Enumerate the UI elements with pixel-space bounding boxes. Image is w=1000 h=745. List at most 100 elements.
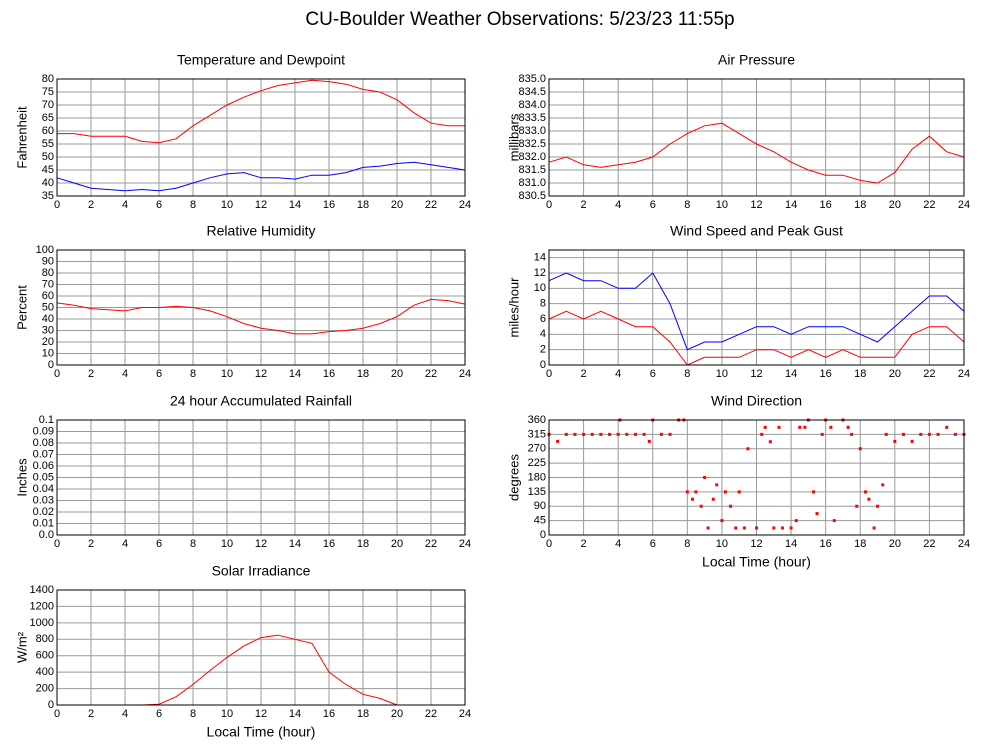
data-point: [876, 504, 880, 508]
data-point: [815, 512, 819, 516]
data-point: [668, 432, 672, 436]
chart-title: Relative Humidity: [207, 223, 316, 239]
data-point: [763, 425, 767, 429]
data-point: [746, 447, 750, 451]
y-tick-label: 0: [540, 529, 546, 541]
x-tick-label: 2: [581, 538, 587, 550]
y-axis-label: millibars: [506, 113, 521, 161]
x-tick-label: 24: [958, 368, 970, 380]
data-line: [56, 161, 466, 192]
y-tick-label: 40: [42, 177, 54, 189]
data-point: [812, 490, 816, 494]
data-point: [772, 526, 776, 530]
x-tick-label: 12: [255, 538, 267, 550]
data-point: [723, 490, 727, 494]
x-tick-label: 22: [425, 538, 437, 550]
y-axis-label: degrees: [506, 454, 521, 501]
y-tick-label: 45: [534, 515, 546, 527]
y-tick-label: 833.0: [518, 125, 546, 137]
x-tick-label: 10: [221, 708, 233, 720]
chart-title: Temperature and Dewpoint: [177, 52, 345, 68]
x-tick-label: 2: [581, 368, 587, 380]
data-point: [794, 519, 798, 523]
x-tick-label: 20: [391, 708, 403, 720]
x-tick-label: 10: [716, 538, 728, 550]
x-tick-label: 4: [122, 368, 128, 380]
data-point: [858, 447, 862, 451]
y-tick-label: 60: [42, 290, 54, 302]
y-tick-label: 834.0: [518, 99, 546, 111]
x-tick-label: 0: [546, 538, 552, 550]
x-tick-label: 20: [391, 538, 403, 550]
data-point: [919, 432, 923, 436]
y-tick-label: 40: [42, 313, 54, 325]
y-tick-label: 225: [528, 457, 546, 469]
x-tick-label: 18: [854, 199, 866, 211]
data-point: [936, 432, 940, 436]
x-axis-label: Local Time (hour): [702, 554, 811, 570]
x-tick-label: 24: [459, 368, 471, 380]
data-point: [734, 526, 738, 530]
y-tick-label: 4: [540, 328, 546, 340]
x-tick-label: 6: [156, 538, 162, 550]
x-tick-label: 2: [88, 538, 94, 550]
y-tick-label: 0.01: [33, 517, 54, 529]
y-tick-label: 833.5: [518, 112, 546, 124]
x-tick-label: 22: [425, 368, 437, 380]
x-tick-label: 0: [546, 368, 552, 380]
data-point: [910, 439, 914, 443]
y-tick-label: 80: [42, 73, 54, 85]
data-point: [884, 432, 888, 436]
x-tick-label: 16: [820, 368, 832, 380]
x-tick-label: 16: [323, 199, 335, 211]
x-tick-label: 8: [684, 538, 690, 550]
y-tick-label: 60: [42, 125, 54, 137]
y-tick-label: 70: [42, 99, 54, 111]
y-tick-label: 1400: [30, 584, 54, 596]
x-tick-label: 16: [323, 538, 335, 550]
data-point: [564, 432, 568, 436]
data-point: [659, 432, 663, 436]
y-tick-label: 400: [36, 666, 54, 678]
data-point: [691, 497, 695, 501]
y-tick-label: 831.0: [518, 177, 546, 189]
y-tick-label: 8: [540, 298, 546, 310]
x-tick-label: 14: [785, 538, 797, 550]
data-point: [715, 483, 719, 487]
y-axis-label: miles/hour: [506, 277, 521, 338]
x-tick-label: 22: [425, 708, 437, 720]
x-tick-label: 22: [923, 538, 935, 550]
data-point: [789, 526, 793, 530]
x-tick-label: 18: [854, 368, 866, 380]
y-tick-label: 832.5: [518, 138, 546, 150]
x-tick-label: 10: [221, 368, 233, 380]
y-tick-label: 135: [528, 486, 546, 498]
y-tick-label: 20: [42, 336, 54, 348]
data-point: [556, 439, 560, 443]
y-tick-label: 830.5: [518, 190, 546, 202]
x-tick-label: 20: [889, 199, 901, 211]
x-tick-label: 2: [88, 199, 94, 211]
x-tick-label: 22: [425, 199, 437, 211]
x-tick-label: 4: [122, 199, 128, 211]
y-tick-label: 600: [36, 650, 54, 662]
x-tick-label: 6: [156, 368, 162, 380]
y-tick-label: 45: [42, 164, 54, 176]
x-tick-label: 20: [391, 199, 403, 211]
x-tick-label: 2: [88, 708, 94, 720]
chart-title: Solar Irradiance: [212, 563, 311, 579]
y-tick-label: 0.03: [33, 494, 54, 506]
data-point: [832, 519, 836, 523]
x-tick-label: 8: [684, 199, 690, 211]
data-point: [846, 425, 850, 429]
x-tick-label: 24: [459, 708, 471, 720]
data-point: [881, 483, 885, 487]
y-tick-label: 0.09: [33, 425, 54, 437]
x-tick-label: 4: [615, 538, 621, 550]
data-point: [694, 490, 698, 494]
y-tick-label: 0.06: [33, 460, 54, 472]
x-tick-label: 10: [716, 199, 728, 211]
y-tick-label: 200: [36, 682, 54, 694]
data-point: [633, 432, 637, 436]
